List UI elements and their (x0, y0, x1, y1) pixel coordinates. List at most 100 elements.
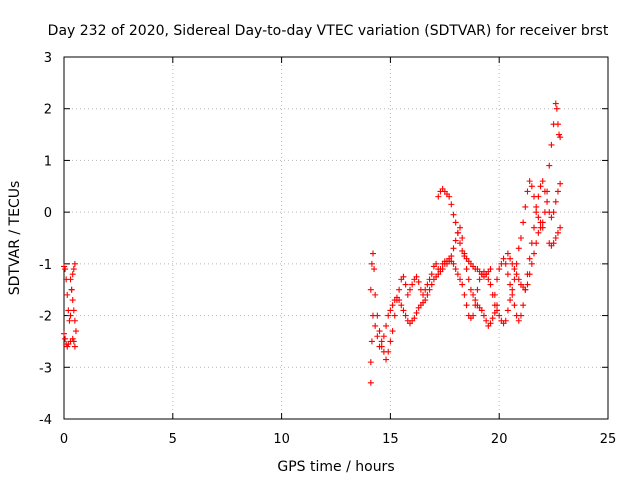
data-point (389, 328, 396, 335)
data-point (385, 348, 392, 355)
data-point (556, 131, 563, 138)
data-point (470, 312, 477, 319)
data-point (457, 224, 464, 231)
data-point (404, 291, 411, 298)
data-point (535, 193, 542, 200)
data-point (385, 312, 392, 319)
data-point (400, 273, 407, 280)
data-point (378, 338, 385, 345)
data-point (65, 307, 72, 314)
y-tick-label: 1 (44, 154, 52, 169)
x-tick-label: 15 (382, 432, 399, 447)
x-tick-label: 20 (491, 432, 508, 447)
data-point (67, 276, 74, 283)
data-point (504, 271, 511, 278)
data-point (461, 291, 468, 298)
data-point (71, 343, 78, 350)
data-point (552, 198, 559, 205)
data-point (396, 286, 403, 293)
data-point (71, 317, 78, 324)
data-point (387, 307, 394, 314)
data-point (457, 240, 464, 247)
data-point (72, 328, 79, 335)
grid-layer (64, 57, 608, 419)
data-point (467, 286, 474, 293)
data-point (509, 260, 516, 267)
tick-layer (63, 56, 609, 420)
data-point (485, 276, 492, 283)
data-point (494, 302, 501, 309)
data-point (70, 266, 77, 273)
data-point (62, 335, 69, 342)
data-point (553, 105, 560, 112)
y-tick-labels: -4 -3 -2 -1 0 1 2 3 (39, 51, 52, 428)
data-point (533, 203, 540, 210)
data-point (483, 317, 490, 324)
data-point (509, 291, 516, 298)
data-point (372, 291, 379, 298)
data-point (454, 229, 461, 236)
data-point (374, 333, 381, 340)
data-point (533, 209, 540, 216)
data-point (409, 281, 416, 288)
data-point (367, 379, 374, 386)
data-point (437, 266, 444, 273)
y-tick-label: -3 (39, 361, 52, 376)
data-point (474, 286, 481, 293)
data-point (66, 317, 73, 324)
y-axis-title: SDTVAR / TECUs (7, 181, 23, 296)
data-point (557, 224, 564, 231)
data-point (450, 245, 457, 252)
data-point (513, 271, 520, 278)
data-point (415, 278, 422, 285)
data-point (524, 188, 531, 195)
data-point (435, 271, 442, 278)
data-point (531, 250, 538, 257)
data-point (539, 219, 546, 226)
data-point (554, 121, 561, 128)
data-point (494, 276, 501, 283)
data-point (454, 271, 461, 278)
data-point (389, 302, 396, 309)
data-point (71, 260, 78, 267)
data-point (380, 333, 387, 340)
data-point (470, 291, 477, 298)
data-point (465, 276, 472, 283)
data-point (367, 359, 374, 366)
data-point (491, 309, 498, 316)
data-point (478, 307, 485, 314)
data-point (507, 281, 514, 288)
data-point (544, 198, 551, 205)
data-point (457, 276, 464, 283)
data-point (491, 291, 498, 298)
data-point (496, 312, 503, 319)
data-point (400, 307, 407, 314)
data-point (64, 291, 71, 298)
data-point (535, 229, 542, 236)
data-point (487, 320, 494, 327)
data-point (426, 286, 433, 293)
data-point (374, 312, 381, 319)
data-point (433, 260, 440, 267)
data-point (428, 281, 435, 288)
data-point (61, 263, 67, 270)
data-point (557, 180, 564, 187)
data-point (550, 240, 557, 247)
data-point (406, 286, 413, 293)
data-point (504, 307, 511, 314)
data-point (524, 281, 531, 288)
data-point (459, 235, 466, 241)
data-point (62, 266, 69, 273)
data-point (552, 100, 559, 107)
data-point (537, 224, 544, 231)
data-point (372, 322, 379, 329)
data-point (554, 229, 561, 236)
data-point (411, 315, 418, 322)
y-tick-label: 0 (44, 206, 52, 221)
data-point (69, 297, 76, 304)
y-tick-label: 2 (44, 103, 52, 118)
data-point (509, 286, 516, 293)
data-point (511, 266, 518, 273)
data-point (448, 201, 455, 208)
